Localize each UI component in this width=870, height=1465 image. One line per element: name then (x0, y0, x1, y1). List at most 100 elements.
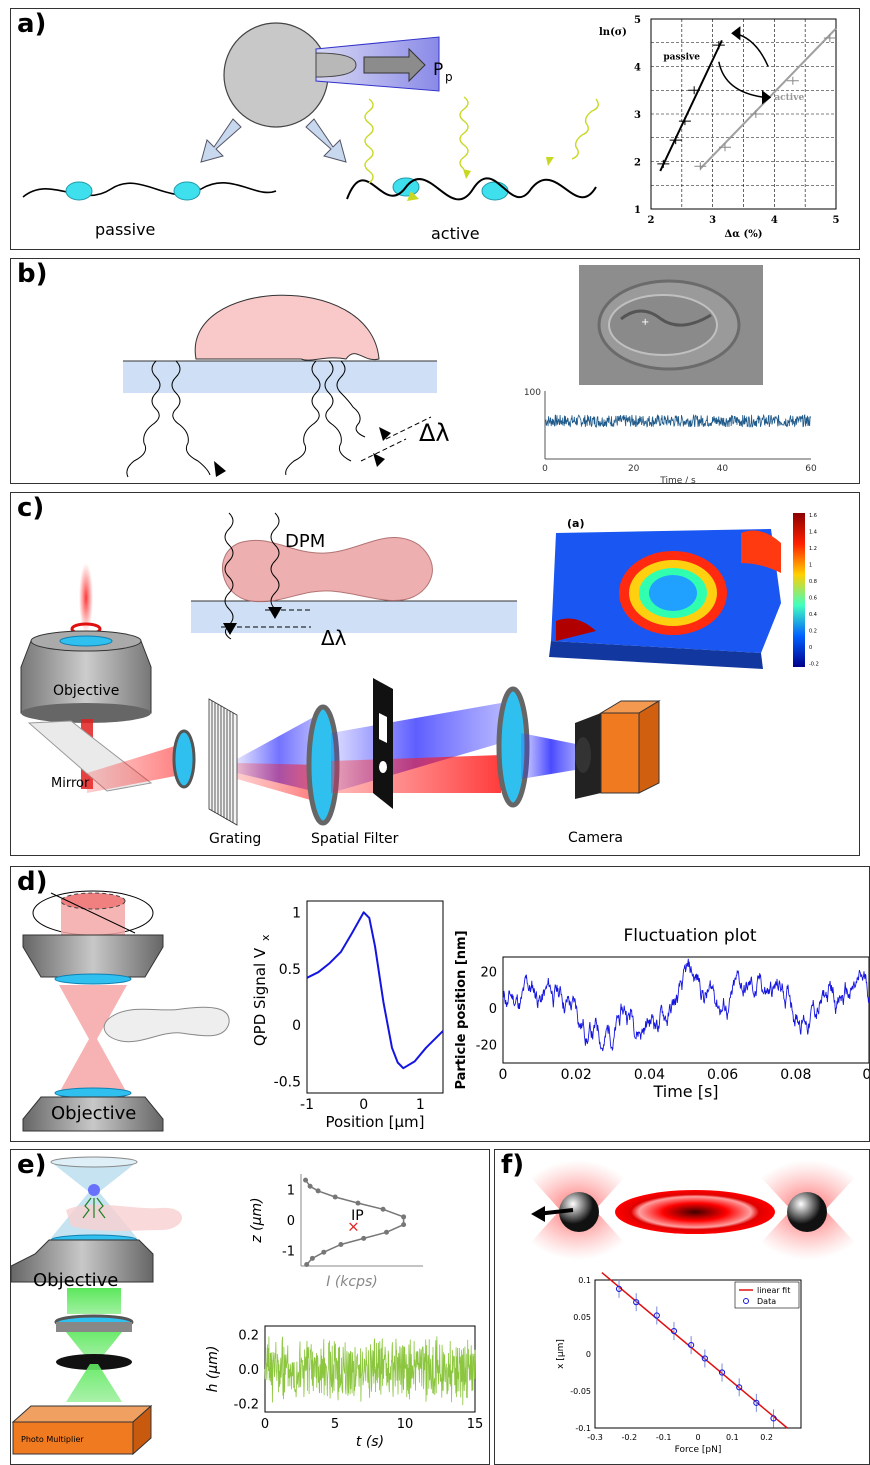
z-y-tick: -1 (282, 1245, 295, 1260)
grating-label: Grating (209, 831, 261, 847)
pp-label: P (433, 60, 443, 80)
h-x-tick: 10 (397, 1417, 414, 1432)
qpd-x-tick: -1 (300, 1097, 314, 1113)
h-y-tick: 0.2 (238, 1329, 259, 1344)
f-y-tick: -0.05 (570, 1387, 591, 1396)
svg-text:+: + (641, 317, 649, 328)
active-membrane (346, 177, 597, 201)
fluct-x-tick: 0. (862, 1067, 870, 1083)
qpd-frame (306, 900, 444, 1094)
camera-label: Camera (568, 830, 623, 846)
x-tick-a: 2 (648, 215, 655, 226)
dlambda-c: Δλ (321, 626, 347, 650)
pinhole (56, 1354, 132, 1370)
f-x-tick: -0.3 (587, 1433, 603, 1442)
f-legend-fit: linear fit (757, 1286, 790, 1295)
qpd-y-tick: 1 (292, 905, 301, 921)
objective-d-label: Objective (51, 1103, 136, 1124)
qpd-y-tick: 0.5 (279, 962, 301, 978)
fluct-y-label: Particle position [nm] (454, 930, 469, 1089)
qpd-line (306, 911, 444, 1070)
h-y-tick: 0.0 (238, 1363, 259, 1378)
f-legend-data-swatch (743, 1298, 749, 1304)
lens-1 (172, 729, 196, 789)
colorbar-tick: 0.8 (809, 579, 817, 585)
panel-e: e) Objective Photo Multiplier 1 0 -1 z (μm)… (10, 1149, 490, 1465)
colorbar-tick: 1.4 (809, 530, 817, 536)
qpd-y-label-sub: x (259, 934, 272, 941)
f-data-point (770, 1415, 777, 1422)
passive-fit (659, 39, 723, 172)
f-y-tick: 0.1 (578, 1276, 591, 1285)
z-point (384, 1229, 389, 1235)
active-caption: active (431, 224, 480, 243)
objective-c (20, 640, 152, 714)
qpd-chart: -1 0 1 1 0.5 0 -0.5 Position [μm] QPD Signal V x F… (251, 900, 870, 1131)
colorbar-tick: 1 (809, 563, 812, 569)
panel-a: a) P p passive active 2 3 4 5 1 2 3 4 5 ln(σ) Δα (… (10, 8, 860, 250)
objective-e (11, 1239, 154, 1283)
f-x-tick: 0.1 (726, 1433, 739, 1442)
colorbar-tick: 1.6 (809, 513, 817, 519)
objective-e-label: Objective (33, 1270, 118, 1291)
spatial-filter (373, 678, 393, 809)
arrow-down (718, 61, 766, 99)
colorbar-tick: 0 (809, 645, 812, 651)
y-tick-b: 100 (524, 388, 541, 398)
f-data-point (701, 1355, 708, 1362)
fluct-y-tick: 0 (489, 1002, 497, 1017)
f-data-point (753, 1399, 760, 1406)
panel-e-illustration: Objective Photo Multiplier (11, 1156, 183, 1456)
f-data-point (633, 1299, 640, 1306)
fluct-y-tick: -20 (476, 1039, 497, 1054)
z-point (309, 1255, 315, 1261)
bead-right (787, 1192, 827, 1232)
arrow-down-head (762, 90, 772, 105)
f-y-tick: -0.1 (575, 1424, 591, 1433)
colorbar-tick: 0.2 (809, 629, 817, 635)
fluct-x-tick: 0.04 (634, 1067, 665, 1083)
arrow-up-head (731, 26, 741, 41)
y-tick-a: 4 (634, 63, 641, 74)
z-point (338, 1242, 344, 1248)
fluct-frame (502, 956, 869, 1064)
h-x-tick: 5 (331, 1417, 339, 1432)
x-label-b: Time / s (659, 476, 696, 484)
z-point (355, 1200, 361, 1206)
z-point (304, 1261, 310, 1267)
f-y-label: x [μm] (556, 1339, 566, 1369)
cell-e (66, 1204, 183, 1231)
z-x-label: I (kcps) (326, 1274, 378, 1290)
f-frame (594, 1279, 802, 1429)
z-point (401, 1214, 407, 1220)
ip-label: IP (351, 1208, 364, 1224)
fluct-x-tick: 0.02 (561, 1067, 592, 1083)
cell-shape (194, 294, 380, 361)
passive-caption: passive (95, 220, 155, 239)
h-x-label: t (s) (356, 1434, 384, 1450)
x-label-a: Δα (%) (725, 229, 763, 240)
z-y-tick: 0 (287, 1214, 295, 1229)
bead-left (559, 1192, 599, 1232)
f-data-point (736, 1384, 743, 1391)
z-point (361, 1235, 367, 1241)
panel-d: d) Objective -1 0 1 1 0.5 0 -0.5 Position [μm] Q… (10, 866, 870, 1142)
z-point (321, 1249, 327, 1255)
f-data-point (718, 1369, 726, 1376)
z-point (380, 1206, 386, 1212)
colorbar-tick: 1.2 (809, 546, 817, 552)
active-label: active (774, 93, 804, 103)
f-legend-data: Data (757, 1297, 776, 1306)
objective-c-label: Objective (53, 683, 119, 699)
fluct-title: Fluctuation plot (623, 926, 756, 946)
mirror-label: Mirror (51, 776, 90, 791)
pp-sub: p (445, 70, 453, 84)
panel-e-charts: 10-1z (μm)I (kcps)×IP0 5 10 150.20.0-0.2t (… (205, 1174, 483, 1450)
cell-d (103, 1006, 230, 1043)
f-x-tick: -0.2 (622, 1433, 638, 1442)
x-tick-b: 40 (717, 464, 729, 474)
panel-d-illustration: Objective (22, 890, 230, 1132)
x-tick-a: 3 (709, 215, 716, 226)
red-blood-cell (615, 1190, 775, 1234)
